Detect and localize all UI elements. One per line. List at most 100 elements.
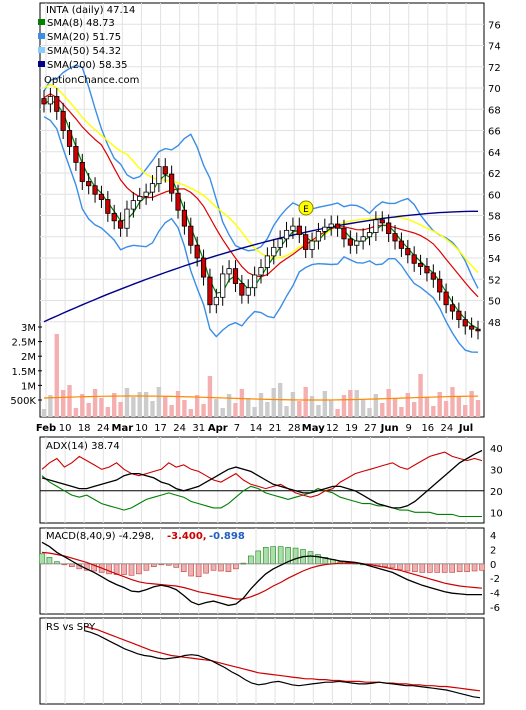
volume-bar	[194, 395, 200, 417]
macd-histogram-bar	[441, 563, 448, 573]
volume-bar	[475, 400, 481, 417]
volume-y-tick: 500K	[10, 396, 36, 407]
price-y-tick: 68	[488, 105, 501, 116]
candle-body	[277, 238, 283, 248]
candle-body	[430, 272, 436, 280]
x-tick-label: 24	[441, 423, 454, 434]
candle-body	[398, 240, 405, 249]
macd-histogram-bar	[218, 563, 224, 572]
candle-body	[360, 236, 366, 242]
adx-y-tick: 10	[490, 508, 503, 519]
legend-swatch-sma200	[38, 61, 45, 67]
candle-body	[379, 219, 385, 224]
volume-bar	[73, 408, 79, 417]
legend-swatch-sma8	[38, 19, 45, 25]
macd-histogram-bar	[456, 563, 463, 573]
candle-body	[47, 96, 53, 105]
x-tick-label: Feb	[36, 423, 56, 434]
volume-bar	[163, 396, 168, 417]
macd-histogram-bar	[46, 557, 53, 565]
volume-bar	[418, 374, 423, 417]
volume-bar	[386, 389, 391, 417]
candle-body	[290, 225, 296, 231]
x-tick-label: Mar	[112, 423, 134, 434]
volume-bar	[137, 392, 142, 417]
volume-bar	[118, 402, 123, 417]
macd-y-tick: -2	[490, 574, 500, 585]
volume-bar	[48, 395, 53, 417]
volume-bar	[348, 390, 353, 417]
candle-body	[41, 98, 47, 105]
macd-signal-label: -3.400,	[167, 531, 207, 542]
volume-bar	[316, 405, 321, 417]
x-tick-label: 27	[364, 423, 377, 434]
candle-body	[194, 244, 200, 259]
rs-ma-line	[83, 625, 481, 692]
candle-body	[181, 209, 188, 227]
volume-bar	[226, 394, 232, 417]
candle-body	[309, 240, 315, 250]
volume-bar	[367, 408, 372, 417]
macd-histogram-bar	[128, 563, 135, 576]
candle-body	[105, 199, 111, 214]
candle-body	[143, 191, 149, 197]
volume-bar	[373, 394, 379, 417]
candle-body	[66, 130, 73, 147]
legend-swatch-sma50	[38, 47, 45, 53]
candle-body	[207, 276, 213, 306]
macd-histogram-bar	[464, 563, 470, 573]
volume-ma-line	[43, 395, 479, 401]
candle-body	[79, 161, 85, 182]
price-y-tick: 66	[488, 127, 501, 138]
x-tick-label: 31	[192, 423, 205, 434]
x-tick-label: 18	[78, 423, 91, 434]
di-plus-line	[41, 475, 482, 518]
volume-bar	[41, 409, 47, 417]
volume-bar	[303, 387, 308, 417]
volume-y-tick: 2.5M	[11, 338, 36, 349]
macd-panel-frame	[39, 527, 485, 615]
price-y-tick: 74	[488, 42, 501, 53]
volume-bar	[335, 409, 340, 417]
candle-body	[417, 262, 424, 267]
candle-body	[73, 146, 79, 163]
legend-sma20: SMA(20) 51.75	[47, 32, 121, 43]
candle-body	[475, 328, 481, 332]
candle-body	[303, 234, 309, 250]
volume-bar	[99, 398, 104, 417]
price-y-tick: 62	[488, 169, 501, 180]
candle-body	[328, 223, 334, 228]
candle-body	[456, 310, 462, 321]
candle-body	[424, 266, 430, 274]
volume-bar	[258, 393, 264, 417]
candle-body	[92, 185, 98, 195]
macd-histogram-bar	[389, 563, 396, 568]
macd-histogram-bar	[255, 550, 262, 565]
x-tick-label: 21	[269, 423, 282, 434]
macd-histogram-bar	[382, 563, 388, 567]
candle-body	[175, 192, 181, 211]
macd-histogram-bar	[307, 551, 314, 565]
sma50-line	[43, 83, 479, 274]
candle-body	[283, 229, 290, 240]
candle-body	[341, 227, 347, 240]
macd-histogram-bar	[248, 555, 254, 565]
macd-y-tick: 4	[490, 531, 496, 542]
volume-bar	[431, 406, 436, 417]
volume-bar	[411, 402, 417, 417]
candle-body	[443, 291, 449, 306]
bollinger-upper-line	[43, 64, 479, 289]
volume-bar	[220, 408, 225, 417]
volume-bar	[169, 405, 174, 417]
volume-bar	[143, 392, 149, 417]
legend-sma8: SMA(8) 48.73	[47, 18, 115, 29]
price-y-tick: 70	[488, 84, 501, 95]
candle-body	[252, 274, 258, 289]
price-candles	[41, 88, 481, 340]
x-tick-label: 17	[154, 423, 167, 434]
volume-bar	[354, 390, 359, 417]
macd-histogram-bar	[106, 563, 112, 575]
volume-bar	[92, 389, 98, 417]
candle-body	[220, 273, 226, 298]
candle-body	[437, 278, 443, 293]
